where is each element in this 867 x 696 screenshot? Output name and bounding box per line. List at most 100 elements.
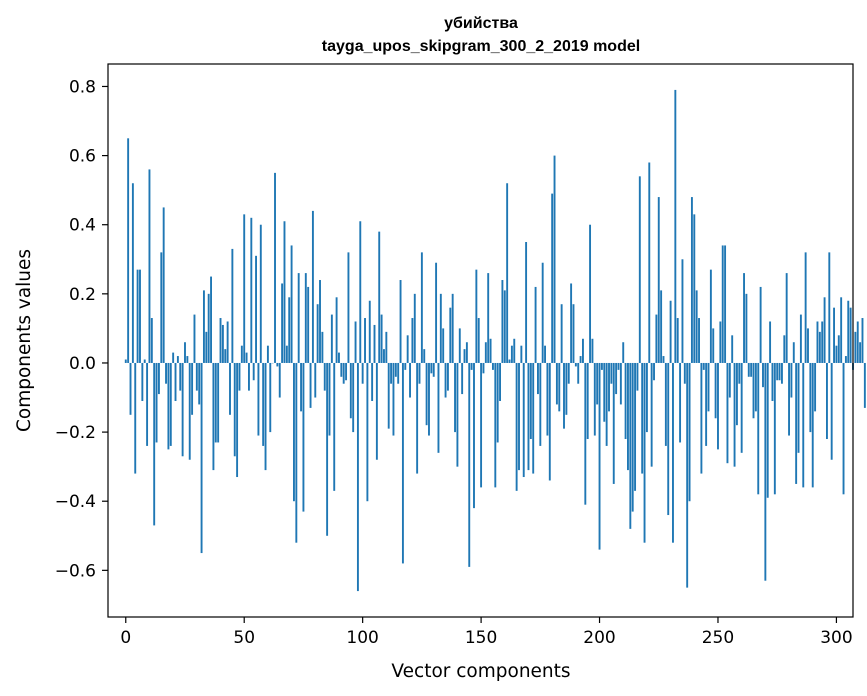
bar-component-220 (645, 362, 648, 433)
bar-component-105 (373, 324, 376, 363)
bar-component-29 (193, 314, 196, 363)
bar-component-133 (439, 293, 442, 363)
bar-component-93 (345, 362, 348, 381)
bar-component-249 (714, 362, 717, 419)
bar-component-302 (840, 297, 843, 363)
bar-component-243 (700, 362, 703, 474)
bar-component-116 (399, 280, 402, 363)
plot-frame (107, 63, 854, 618)
bar-component-82 (319, 280, 321, 363)
bar-component-203 (605, 362, 608, 446)
bar-component-80 (314, 362, 317, 398)
bar-component-131 (435, 262, 438, 363)
bar-component-194 (584, 362, 587, 505)
bar-component-155 (491, 362, 494, 370)
bar-component-199 (596, 362, 599, 405)
bar-component-186 (565, 362, 568, 415)
bar-component-259 (738, 362, 741, 384)
bar-component-151 (482, 362, 485, 374)
bar-component-272 (769, 321, 772, 363)
bar-component-181 (553, 155, 556, 363)
bar-component-265 (752, 362, 755, 419)
bar-component-38 (214, 362, 217, 443)
bar-component-70 (290, 245, 293, 363)
bar-component-162 (508, 359, 511, 363)
bar-component-193 (582, 338, 584, 363)
bar-component-166 (518, 362, 520, 471)
bar-component-154 (489, 338, 492, 363)
bar-component-200 (598, 362, 601, 550)
bar-component-31 (198, 362, 201, 405)
bar-component-47 (236, 362, 239, 478)
bar-component-236 (683, 362, 686, 384)
bar-component-267 (757, 362, 760, 495)
bar-component-100 (361, 362, 364, 384)
bar-component-102 (366, 362, 369, 502)
bar-component-168 (522, 362, 525, 478)
bar-component-242 (698, 318, 700, 363)
bar-component-229 (667, 362, 670, 516)
bar-component-42 (224, 349, 227, 363)
bar-component-202 (603, 362, 606, 422)
bar-component-239 (690, 197, 693, 363)
bar-component-253 (724, 245, 727, 363)
x-tick-label: 200 (583, 628, 615, 648)
bar-component-114 (394, 362, 397, 377)
bar-component-123 (416, 362, 419, 474)
bar-component-138 (451, 293, 454, 363)
y-tick-label: −0.4 (55, 492, 96, 512)
bar-component-235 (681, 259, 684, 363)
bar-component-226 (660, 290, 663, 363)
bar-component-268 (759, 286, 762, 363)
bar-component-208 (617, 362, 620, 370)
bar-component-111 (387, 362, 390, 429)
bar-component-49 (240, 345, 243, 363)
bar-component-185 (563, 362, 565, 429)
bar-component-33 (202, 290, 205, 363)
bar-component-156 (494, 362, 497, 488)
bar-component-160 (503, 290, 506, 363)
bar-component-75 (302, 362, 305, 512)
bar-component-288 (807, 328, 809, 363)
bar-component-3 (131, 183, 134, 363)
bar-component-304 (844, 356, 847, 363)
bar-component-296 (826, 362, 828, 440)
bar-component-64 (276, 362, 279, 367)
bar-component-247 (709, 269, 712, 363)
bar-component-283 (795, 362, 798, 484)
bar-component-117 (401, 362, 404, 564)
bar-component-244 (702, 362, 705, 370)
bar-component-53 (250, 217, 253, 363)
bar-component-206 (612, 362, 615, 484)
bar-component-25 (184, 342, 186, 363)
bar-component-217 (638, 176, 641, 363)
bar-component-310 (859, 342, 862, 363)
bar-component-289 (809, 362, 812, 433)
bar-component-77 (307, 286, 310, 363)
bar-component-72 (295, 362, 298, 543)
bar-component-221 (648, 162, 651, 363)
bar-component-129 (430, 362, 433, 374)
bar-component-287 (804, 252, 807, 363)
bar-component-301 (837, 335, 840, 363)
bar-component-112 (390, 362, 393, 384)
bar-component-90 (338, 352, 340, 363)
bar-component-237 (686, 362, 689, 588)
bar-component-182 (555, 362, 558, 405)
bar-component-128 (428, 362, 430, 436)
x-tick-label: 250 (702, 628, 734, 648)
bar-component-309 (856, 321, 859, 363)
bar-component-192 (579, 356, 582, 363)
bar-component-10 (148, 169, 151, 363)
bar-component-172 (532, 362, 535, 474)
bar-component-40 (219, 318, 222, 363)
bar-component-32 (200, 362, 203, 554)
bar-component-4 (134, 362, 137, 474)
bar-component-152 (484, 342, 487, 363)
bar-component-159 (501, 280, 504, 363)
bar-component-169 (525, 242, 528, 363)
bar-component-161 (506, 183, 509, 363)
bar-component-282 (792, 342, 795, 363)
bar-component-52 (248, 362, 250, 391)
bar-component-54 (252, 362, 255, 381)
